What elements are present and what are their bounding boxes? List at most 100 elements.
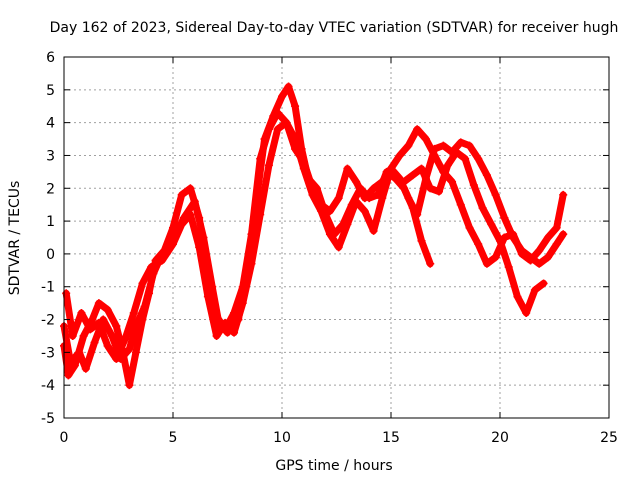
data-point [552, 223, 561, 232]
data-point [68, 331, 77, 340]
data-point [539, 279, 548, 288]
data-point [408, 171, 417, 180]
y-tick-label: 2 [46, 181, 55, 197]
data-point [221, 318, 230, 327]
data-point [487, 220, 496, 229]
data-point [79, 331, 88, 340]
data-point [413, 210, 422, 219]
data-point [448, 177, 457, 186]
data-point [482, 259, 491, 268]
data-point [491, 190, 500, 199]
y-tick-label: 5 [46, 83, 55, 99]
data-point [186, 184, 195, 193]
data-point [64, 371, 73, 380]
data-point [145, 289, 154, 298]
data-point [456, 138, 465, 147]
x-tick-label: 15 [382, 430, 400, 446]
y-tick-label: 4 [46, 116, 55, 132]
data-point [284, 82, 293, 91]
data-point [247, 259, 256, 268]
data-point [369, 226, 378, 235]
series-line [60, 109, 567, 389]
data-point [77, 308, 86, 317]
data-point [404, 141, 413, 150]
data-point [186, 210, 195, 219]
plot-frame [63, 56, 610, 419]
data-point [465, 223, 474, 232]
data-point [426, 259, 435, 268]
data-point [107, 331, 116, 340]
y-tick-label: 3 [46, 148, 55, 164]
data-point [517, 246, 526, 255]
data-point [125, 345, 134, 354]
data-point [291, 102, 300, 111]
data-point [482, 171, 491, 180]
data-point [426, 184, 435, 193]
data-point [94, 299, 103, 308]
data-point [169, 223, 177, 232]
y-tick-label: 0 [46, 247, 55, 263]
data-point [203, 292, 212, 301]
data-point [500, 213, 509, 222]
data-point [81, 364, 90, 373]
data-point [513, 292, 522, 301]
data-point [212, 331, 221, 340]
y-tick-label: -3 [41, 345, 55, 361]
data-point [282, 118, 291, 127]
data-point [434, 187, 443, 196]
data-point [413, 125, 422, 134]
y-tick-label: -5 [41, 411, 55, 427]
data-point [391, 174, 400, 183]
data-point [256, 210, 265, 219]
data-point [264, 125, 273, 134]
data-point [443, 161, 452, 170]
y-tick-label: 6 [46, 50, 55, 66]
data-point [552, 240, 561, 249]
data-point [559, 230, 568, 239]
data-point [421, 135, 430, 144]
y-tick-label: -2 [41, 313, 55, 329]
data-point [88, 315, 97, 324]
data-point [452, 148, 461, 157]
data-point [273, 108, 282, 117]
data-point [177, 220, 186, 229]
data-point [169, 240, 177, 249]
data-point [273, 125, 282, 134]
y-tick-label: -1 [41, 280, 55, 296]
data-point [278, 92, 286, 101]
x-tick-label: 20 [491, 430, 509, 446]
data-point [103, 305, 112, 314]
data-point [308, 190, 317, 199]
data-point [404, 194, 413, 203]
data-point [334, 243, 343, 252]
data-point [352, 197, 361, 206]
data-point [343, 220, 352, 229]
data-point [369, 184, 378, 193]
data-point [461, 154, 470, 163]
series-line [391, 148, 548, 317]
data-point [543, 233, 552, 242]
data-point [177, 190, 186, 199]
data-point [158, 256, 167, 265]
data-point [129, 308, 138, 317]
data-point [474, 240, 483, 249]
chart-title: Day 162 of 2023, Sidereal Day-to-day VTE… [50, 20, 619, 36]
data-point [530, 286, 539, 295]
x-tick-label: 25 [600, 430, 618, 446]
data-point [522, 308, 531, 317]
data-point [474, 154, 483, 163]
data-point [387, 164, 395, 173]
data-point [70, 361, 79, 370]
axis-ticks: -5 -4 -3 -2 -1 0 1 2 3 4 5 6 0 5 10 15 20 25 [41, 50, 618, 446]
data-point [238, 299, 247, 308]
data-point [509, 233, 518, 242]
x-tick-label: 10 [273, 430, 291, 446]
data-point [535, 246, 544, 255]
data-point [378, 194, 387, 203]
data-point [430, 144, 439, 153]
data-point [291, 135, 300, 144]
x-tick-label: 0 [60, 430, 69, 446]
data-point [138, 315, 147, 324]
data-point [230, 328, 239, 337]
data-point [360, 194, 369, 203]
